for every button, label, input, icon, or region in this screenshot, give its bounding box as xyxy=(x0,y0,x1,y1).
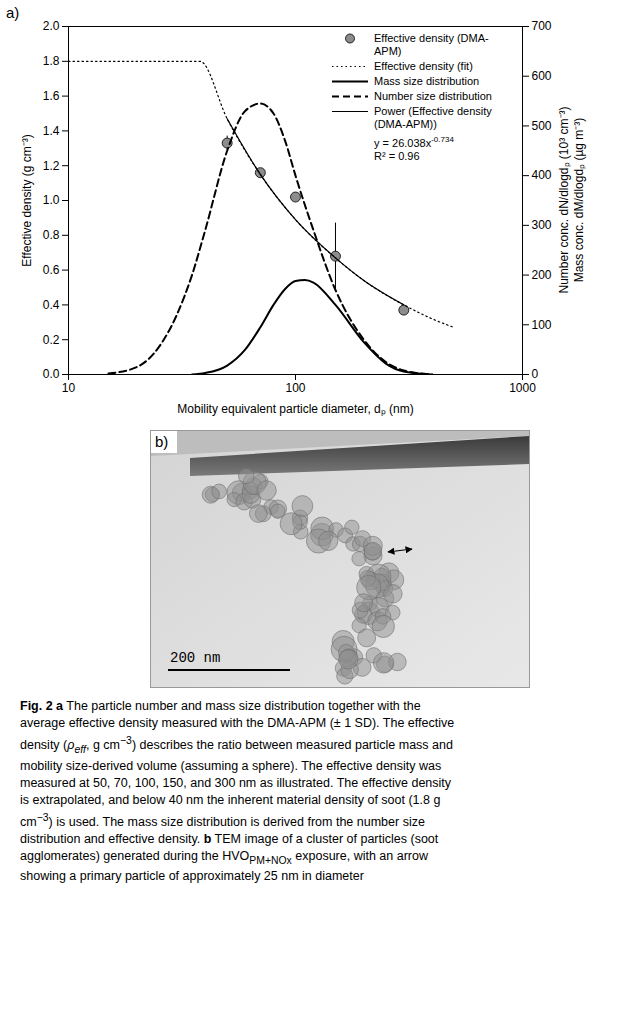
svg-text:2.0: 2.0 xyxy=(43,19,60,33)
html-text:Number size distribution: Number size distribution xyxy=(374,90,492,102)
svg-text:Effective density (g cm⁻³): Effective density (g cm⁻³) xyxy=(20,134,34,266)
svg-text:200: 200 xyxy=(532,268,552,282)
html-text:Effective density (fit): Effective density (fit) xyxy=(374,60,473,72)
html-text:y = 26.038x-0.734: y = 26.038x-0.734 xyxy=(374,135,454,149)
svg-text:300: 300 xyxy=(532,218,552,232)
html-text:Number conc. dN/dlogdₚ (10³ cm: Number conc. dN/dlogdₚ (10³ cm⁻³) xyxy=(557,106,571,294)
svg-text:100: 100 xyxy=(532,318,552,332)
svg-text:0.0: 0.0 xyxy=(43,367,60,381)
html-text:R² = 0.96: R² = 0.96 xyxy=(374,149,420,162)
svg-text:1.6: 1.6 xyxy=(43,89,60,103)
svg-text:1.0: 1.0 xyxy=(43,193,60,207)
html-text:Mass size distribution: Mass size distribution xyxy=(374,75,480,87)
svg-text:0.6: 0.6 xyxy=(43,263,60,277)
html-text:Fig. 2 a The particle number a: Fig. 2 a The particle number and mass si… xyxy=(20,699,455,884)
svg-text:1000: 1000 xyxy=(509,381,536,395)
svg-text:100: 100 xyxy=(285,381,305,395)
svg-text:0: 0 xyxy=(532,367,539,381)
svg-text:700: 700 xyxy=(532,19,552,33)
svg-text:0.4: 0.4 xyxy=(43,298,60,312)
svg-text:500: 500 xyxy=(532,119,552,133)
svg-text:1.8: 1.8 xyxy=(43,54,60,68)
html-text:Power (Effective density (DMA-: Power (Effective density (DMA-APM)) xyxy=(374,105,492,130)
svg-text:10: 10 xyxy=(62,381,76,395)
svg-text:1.4: 1.4 xyxy=(43,124,60,138)
svg-text:600: 600 xyxy=(532,69,552,83)
svg-text:1.2: 1.2 xyxy=(43,159,60,173)
svg-text:Mobility equivalent particle d: Mobility equivalent particle diameter, d… xyxy=(177,402,413,416)
html-text:a): a) xyxy=(6,4,20,21)
html-text:Mass conc. dM/dlogdₚ (µg m⁻³): Mass conc. dM/dlogdₚ (µg m⁻³) xyxy=(572,117,586,283)
svg-text:0.8: 0.8 xyxy=(43,228,60,242)
svg-text:200 nm: 200 nm xyxy=(170,650,220,666)
svg-text:b): b) xyxy=(155,433,168,450)
svg-text:400: 400 xyxy=(532,168,552,182)
html-text:Effective density (DMA-APM): Effective density (DMA-APM) xyxy=(374,32,489,57)
svg-text:0.2: 0.2 xyxy=(43,333,60,347)
